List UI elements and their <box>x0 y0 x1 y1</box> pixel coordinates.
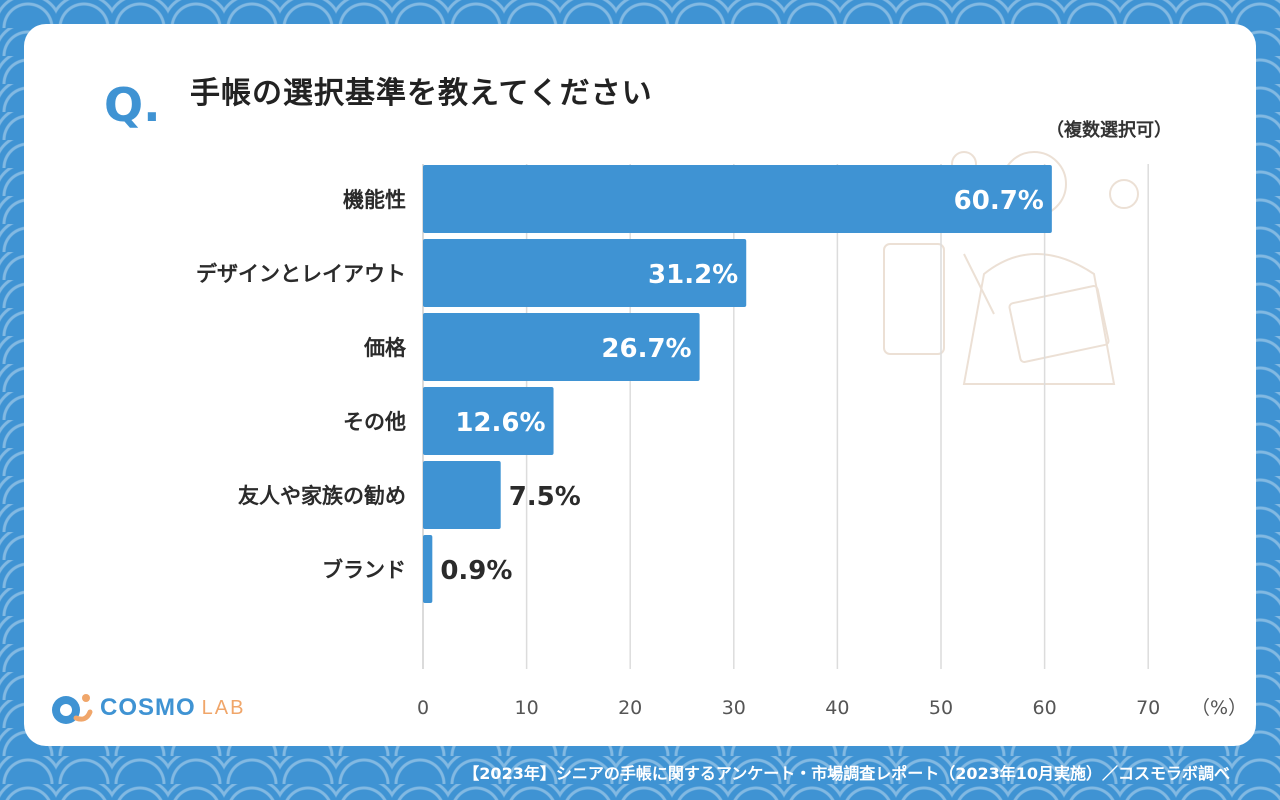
x-tick-label: 60 <box>1033 697 1057 719</box>
data-label: 12.6% <box>455 408 545 438</box>
x-tick-label: 10 <box>515 697 539 719</box>
cosmo-lab-logo-icon <box>52 694 93 724</box>
chart-card: Q. 手帳の選択基準を教えてください （複数選択可） 0 10 20 30 40 50 60… <box>24 24 1256 746</box>
multiple-choice-note: （複数選択可） <box>1046 120 1172 141</box>
bar <box>423 313 700 381</box>
bar <box>423 165 1052 233</box>
chart-title: 手帳の選択基準を教えてください <box>190 76 653 111</box>
x-tick-label: 0 <box>417 697 429 719</box>
data-label: 31.2% <box>648 260 738 290</box>
category-label: その他 <box>343 410 406 434</box>
data-label: 0.9% <box>440 556 512 586</box>
data-label: 7.5% <box>509 482 581 512</box>
senior-planner-illustration <box>883 151 1139 385</box>
question-mark: Q. <box>104 78 161 132</box>
bar <box>423 535 433 603</box>
source-footer: 【2023年】シニアの手帳に関するアンケート・市場調査レポート（2023年10月… <box>463 764 1230 783</box>
x-tick-label: 40 <box>825 697 849 719</box>
data-label: 26.7% <box>601 334 691 364</box>
category-label: デザインとレイアウト <box>196 262 406 286</box>
logo-word-cosmo: COSMO <box>100 694 196 721</box>
logo-word-lab: LAB <box>201 696 246 719</box>
x-tick-label: 30 <box>722 697 746 719</box>
bar <box>423 239 747 307</box>
bar <box>423 387 554 455</box>
category-label: 機能性 <box>343 188 406 212</box>
bar-chart: 0 10 20 30 40 50 60 70 （%） 機能性 60.7% デザインとレイアウト 31.2… <box>196 164 1247 719</box>
data-label: 60.7% <box>954 186 1044 216</box>
category-label: 友人や家族の勧め <box>238 484 406 508</box>
bar <box>423 461 501 529</box>
x-tick-label: 50 <box>929 697 953 719</box>
category-label: 価格 <box>363 336 407 360</box>
x-axis-unit: （%） <box>1191 697 1247 719</box>
category-label: ブランド <box>322 558 406 582</box>
x-tick-label: 20 <box>618 697 642 719</box>
cosmo-lab-logo: COSMO LAB <box>50 688 245 728</box>
x-tick-label: 70 <box>1136 697 1160 719</box>
